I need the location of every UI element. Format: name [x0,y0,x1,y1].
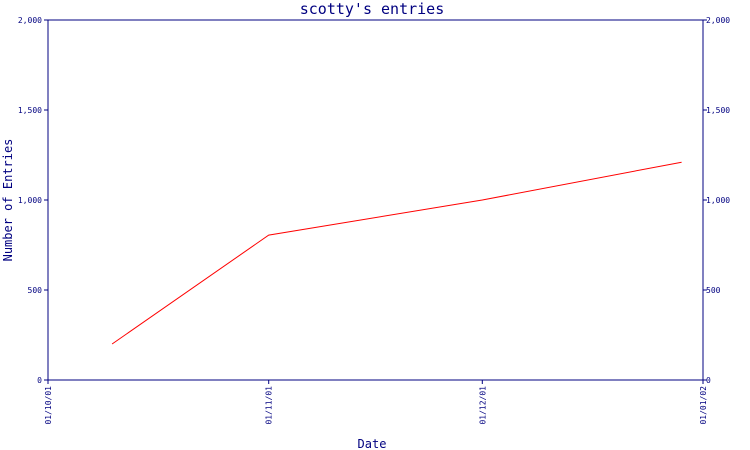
y-tick-label-left: 1,500 [18,106,42,115]
plot-area: 0 0 500 500 1,000 1,000 1,500 1,500 2,000 2,000 01… [18,16,730,425]
y-tick-label-left: 2,000 [18,16,42,25]
x-tick-label: 01/12/01 [478,386,487,425]
y-tick-label-right: 0 [706,376,711,385]
y-tick-label-left: 0 [37,376,42,385]
y-tick-label-left: 500 [28,286,43,295]
x-tick-label: 01/10/01 [44,386,53,425]
series-line [111,161,682,345]
x-axis-title: Date [358,437,387,450]
chart-title: scotty's entries [300,0,445,18]
y-tick-label-right: 500 [706,286,721,295]
x-tick-label: 01/01/02 [699,386,708,425]
y-tick-label-right: 2,000 [706,16,730,25]
y-axis-title: Number of Entries [1,139,15,262]
x-tick-label: 01/11/01 [265,386,274,425]
plot-frame [47,19,704,381]
y-tick-label-right: 1,000 [706,196,730,205]
y-tick-label-left: 1,000 [18,196,42,205]
y-tick-label-right: 1,500 [706,106,730,115]
